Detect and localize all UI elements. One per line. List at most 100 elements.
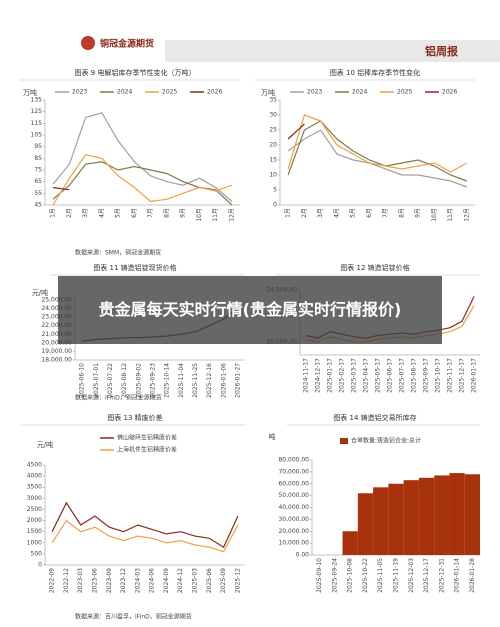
y-tick-label: 23,000.00 — [41, 314, 72, 321]
y-tick-label: 2500 — [27, 506, 42, 513]
legend-label: 2025 — [397, 89, 412, 96]
chart-title: 图表 12 铸造铝锭价格 — [340, 263, 409, 272]
y-tick-label: 75 — [34, 167, 42, 174]
x-tick-label: 2024-03 — [134, 568, 141, 593]
bar — [357, 493, 374, 555]
x-tick-label: 2025-10-17 — [435, 358, 442, 393]
x-tick-label: 2025-09-17 — [423, 358, 430, 393]
x-tick-label: 8月 — [398, 208, 405, 218]
series-line — [52, 154, 233, 206]
y-tick-label: 135 — [31, 97, 43, 104]
y-tick-label: 55 — [34, 190, 42, 197]
y-tick-label: 15 — [269, 157, 277, 164]
x-tick-label: 2025-09-23 — [149, 363, 156, 398]
x-tick-label: 2025-12-16 — [206, 363, 213, 398]
chart-title: 图表 9 电解铝库存季节性变化（万吨） — [75, 68, 196, 77]
y-tick-label: 0.00 — [296, 552, 310, 559]
series-line — [287, 123, 305, 140]
y-tick-label: 40,000.00 — [278, 504, 309, 511]
y-tick-label: 19,000.00 — [41, 348, 72, 355]
y-tick-label: 18,000.00 — [41, 357, 72, 364]
y-tick-label: 20 — [269, 142, 277, 149]
bar — [418, 477, 435, 555]
series-line — [287, 114, 468, 173]
x-tick-label: 2026-01-27 — [234, 363, 241, 398]
x-tick-label: 2025-12-17 — [459, 358, 466, 393]
x-tick-label: 2月 — [66, 208, 73, 218]
y-tick-label: 70,000.00 — [278, 468, 309, 475]
x-tick-label: 2022-09 — [49, 568, 56, 593]
x-tick-label: 2025-12 — [234, 568, 241, 593]
y-axis-label: 万吨 — [23, 88, 37, 97]
legend-label: 2023 — [72, 89, 87, 96]
x-tick-label: 12月 — [228, 208, 235, 222]
x-tick-label: 2025-06 — [206, 568, 213, 593]
x-tick-label: 10月 — [431, 208, 438, 222]
x-tick-label: 2024-11-17 — [303, 358, 310, 393]
x-tick-label: 2024-12-17 — [315, 358, 322, 393]
x-tick-label: 2026-01-06 — [220, 363, 227, 398]
y-tick-label: 45 — [34, 202, 42, 209]
y-axis-label: 元/吨 — [37, 440, 53, 449]
y-tick-label: 60,000.00 — [278, 480, 309, 487]
x-tick-label: 2026-01-17 — [471, 358, 478, 393]
x-tick-label: 11月 — [447, 208, 454, 222]
bar — [342, 531, 358, 555]
x-tick-label: 2025-08-17 — [411, 358, 418, 393]
x-tick-label: 2025-03 — [192, 568, 199, 593]
x-tick-label: 2025-02-17 — [339, 358, 346, 393]
logo: 铜冠金源期货 — [100, 38, 154, 50]
y-tick-label: 0 — [38, 562, 42, 569]
x-tick-label: 4月 — [333, 208, 340, 218]
x-tick-label: 2025-11-25 — [192, 363, 199, 398]
source: 数据来源：SMM，铜冠金源期货 — [75, 249, 161, 257]
y-tick-label: 30 — [269, 112, 277, 119]
x-tick-label: 6月 — [366, 208, 373, 218]
bar — [434, 475, 450, 555]
x-tick-label: 2025-06-10 — [79, 363, 86, 398]
x-tick-label: 2025-09-24 — [331, 558, 338, 593]
chart-title: 图表 10 铝棒库存季节性变化 — [330, 68, 420, 77]
x-tick-label: 2023-09 — [106, 568, 113, 593]
y-tick-label: 25 — [269, 127, 277, 134]
x-tick-label: 5月 — [350, 208, 357, 218]
x-tick-label: 12月 — [463, 208, 470, 222]
x-tick-label: 2025-10-22 — [362, 558, 369, 593]
y-tick-label: 10 — [269, 172, 277, 179]
y-tick-label: 4000 — [27, 473, 42, 480]
x-tick-label: 4月 — [98, 208, 105, 218]
y-tick-label: 3500 — [27, 484, 42, 491]
x-tick-label: 3月 — [82, 208, 89, 218]
y-tick-label: 115 — [31, 120, 43, 127]
y-tick-label: 5 — [273, 187, 277, 194]
y-tick-label: 20,000.00 — [41, 339, 72, 346]
x-tick-label: 2月 — [301, 208, 308, 218]
x-tick-label: 2025-07-22 — [107, 363, 114, 398]
y-axis-label: 元/吨 — [32, 288, 48, 297]
y-axis-label: 万吨 — [261, 88, 275, 97]
bar — [403, 480, 419, 555]
source: 数据来源：百川盈孚，iFinD，铜冠金源期货 — [75, 613, 192, 621]
x-tick-label: 1月 — [50, 208, 57, 218]
x-tick-label: 9月 — [415, 208, 422, 218]
y-tick-label: 105 — [31, 132, 43, 139]
x-tick-label: 2025-10-08 — [347, 558, 354, 593]
y-tick-label: 125 — [31, 108, 43, 115]
x-tick-label: 2025-11-04 — [178, 363, 185, 398]
x-tick-label: 5月 — [115, 208, 122, 218]
chart-title: 图表 11 铸造铝锭现货价格 — [93, 263, 176, 272]
series-line — [53, 186, 70, 191]
x-tick-label: 2025-01-17 — [327, 358, 334, 393]
y-tick-label: 30,000.00 — [278, 516, 309, 523]
y-axis-label: 吨 — [269, 432, 276, 441]
y-tick-label: 95 — [34, 143, 42, 150]
series-line — [287, 120, 468, 182]
x-tick-label: 2025-11-17 — [447, 358, 454, 393]
x-tick-label: 2025-12-17 — [423, 558, 430, 593]
report-name: 铝周报 — [425, 44, 459, 58]
x-tick-label: 11月 — [212, 208, 219, 222]
bar — [464, 474, 480, 555]
x-tick-label: 2026-01-28 — [469, 558, 476, 593]
x-tick-label: 2025-09 — [220, 568, 227, 593]
